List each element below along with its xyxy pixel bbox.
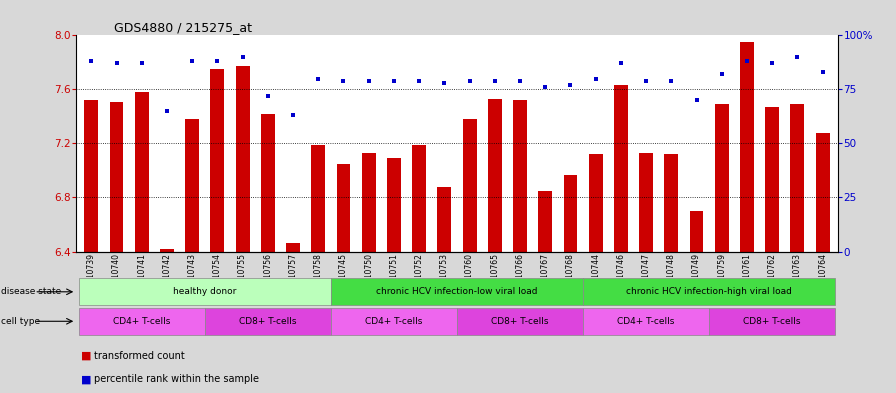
Point <box>286 112 300 119</box>
Bar <box>185 119 199 252</box>
Bar <box>487 99 502 252</box>
Point <box>740 58 754 64</box>
Text: CD4+ T-cells: CD4+ T-cells <box>366 317 423 326</box>
Text: chronic HCV infection-high viral load: chronic HCV infection-high viral load <box>626 287 792 296</box>
Point <box>589 75 603 82</box>
Bar <box>311 145 325 252</box>
Bar <box>614 85 628 252</box>
Point <box>487 77 502 84</box>
Point <box>84 58 99 64</box>
Point <box>311 75 325 82</box>
Bar <box>513 100 527 252</box>
Bar <box>236 66 250 252</box>
Point <box>134 61 149 67</box>
Point <box>159 108 174 114</box>
Text: ■: ■ <box>81 351 91 361</box>
Bar <box>205 308 331 335</box>
Bar <box>412 145 426 252</box>
Bar <box>84 100 99 252</box>
Bar <box>437 187 452 252</box>
Point <box>185 58 199 64</box>
Bar <box>664 154 678 252</box>
Bar <box>715 104 728 252</box>
Point <box>437 80 452 86</box>
Point <box>538 84 553 90</box>
Bar <box>387 158 401 252</box>
Bar <box>109 101 124 252</box>
Point <box>387 77 401 84</box>
Point <box>689 97 703 103</box>
Point <box>639 77 653 84</box>
Bar <box>564 174 577 252</box>
Point <box>412 77 426 84</box>
Point <box>261 93 275 99</box>
Text: CD8+ T-cells: CD8+ T-cells <box>744 317 801 326</box>
Point <box>211 58 225 64</box>
Bar <box>639 153 653 252</box>
Bar <box>457 308 583 335</box>
Text: ■: ■ <box>81 374 91 384</box>
Point <box>765 61 780 67</box>
Bar <box>286 243 300 252</box>
Bar <box>765 107 780 252</box>
Point <box>336 77 350 84</box>
Point <box>715 71 729 77</box>
Text: transformed count: transformed count <box>94 351 185 361</box>
Text: healthy donor: healthy donor <box>173 287 237 296</box>
Point <box>236 54 250 60</box>
Text: GDS4880 / 215275_at: GDS4880 / 215275_at <box>115 21 253 34</box>
Bar <box>331 278 583 305</box>
Bar <box>462 119 477 252</box>
Text: cell type: cell type <box>1 317 40 326</box>
Text: disease state: disease state <box>1 287 61 296</box>
Bar <box>362 153 375 252</box>
Text: CD4+ T-cells: CD4+ T-cells <box>617 317 675 326</box>
Bar <box>690 211 703 252</box>
Text: percentile rank within the sample: percentile rank within the sample <box>94 374 259 384</box>
Text: CD8+ T-cells: CD8+ T-cells <box>491 317 548 326</box>
Point <box>462 77 477 84</box>
Point <box>513 77 527 84</box>
Bar <box>79 278 331 305</box>
Point <box>109 61 124 67</box>
Bar <box>337 164 350 252</box>
Point <box>815 69 830 75</box>
Point <box>614 61 628 67</box>
Bar <box>134 92 149 252</box>
Bar <box>538 191 552 252</box>
Text: chronic HCV infection-low viral load: chronic HCV infection-low viral load <box>376 287 538 296</box>
Text: CD4+ T-cells: CD4+ T-cells <box>113 317 170 326</box>
Point <box>361 77 375 84</box>
Bar <box>709 308 835 335</box>
Point <box>790 54 805 60</box>
Point <box>664 77 678 84</box>
Bar <box>211 69 224 252</box>
Bar <box>583 308 709 335</box>
Bar <box>815 132 830 252</box>
Text: CD8+ T-cells: CD8+ T-cells <box>239 317 297 326</box>
Bar <box>79 308 205 335</box>
Bar <box>790 104 805 252</box>
Bar <box>740 42 754 252</box>
Bar <box>589 154 603 252</box>
Bar <box>261 114 275 252</box>
Bar <box>331 308 457 335</box>
Bar <box>583 278 835 305</box>
Point <box>564 82 578 88</box>
Bar <box>160 249 174 252</box>
